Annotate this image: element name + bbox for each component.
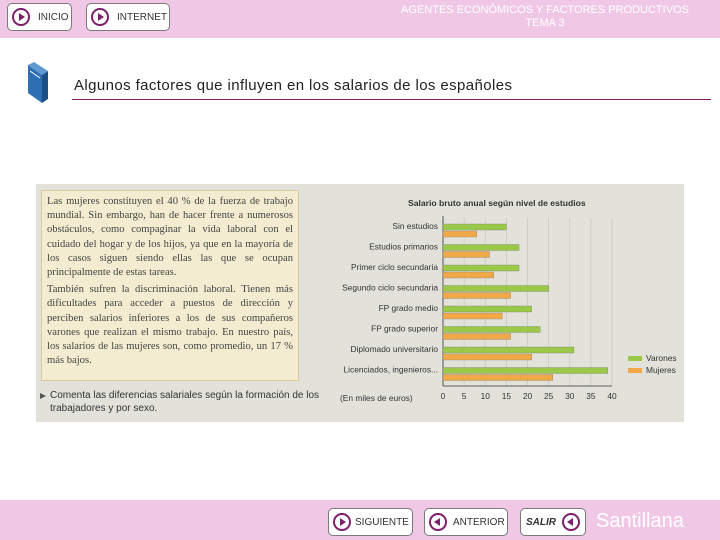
legend-label: Mujeres [646,365,676,375]
header-title: AGENTES ECONÓMICOS Y FACTORES PRODUCTIVO… [370,4,720,30]
brand-logo: Santillana [596,510,684,532]
category-label: FP grado superior [371,324,438,334]
bar-mujeres [442,271,494,279]
x-axis-label: (En miles de euros) [340,393,413,403]
text-paragraph: Las mujeres constituyen el 40 % de la fu… [47,196,293,279]
siguiente-label: SIGUIENTE [355,516,409,528]
bar-varones [442,326,541,333]
chart-title: Salario bruto anual según nivel de estud… [408,198,586,208]
bar-mujeres [442,292,511,299]
salary-chart: Salario bruto anual según nivel de estud… [340,198,677,403]
exercise-text: Comenta las diferencias salariales según… [50,390,320,414]
category-label: Diplomado universitario [350,344,438,354]
category-label: Sin estudios [392,221,438,231]
category-label: Licenciados, ingenieros... [343,365,438,375]
x-tick-label: 0 [441,391,446,401]
internet-button[interactable]: INTERNET [86,3,170,31]
bar-varones [442,346,575,354]
bar-varones [442,244,520,251]
info-text-box: Las mujeres constituyen el 40 % de la fu… [41,190,299,381]
anterior-button[interactable]: ANTERIOR [424,508,508,536]
x-tick-label: 15 [502,391,512,401]
inicio-button[interactable]: INICIO [7,3,72,31]
bar-varones [442,367,608,374]
x-tick-label: 5 [462,391,467,401]
salir-label: SALIR [526,516,556,528]
header-title-line2: TEMA 3 [525,17,565,29]
bar-varones [442,264,520,272]
x-tick-label: 30 [565,391,575,401]
bar-mujeres [442,230,477,238]
bar-mujeres [442,353,532,361]
bar-mujeres [442,312,503,320]
x-tick-label: 20 [523,391,533,401]
category-label: Estudios primarios [369,242,438,252]
page-title: Algunos factores que influyen en los sal… [74,77,513,94]
category-label: FP grado medio [379,303,439,313]
bar-mujeres [442,333,511,340]
category-label: Primer ciclo secundaria [351,262,438,272]
x-tick-label: 35 [586,391,596,401]
bar-varones [442,285,549,292]
x-tick-label: 10 [481,391,491,401]
inicio-label: INICIO [38,11,69,23]
legend-label: Varones [646,353,677,363]
bar-mujeres [442,374,553,381]
play-right-icon [91,8,109,26]
legend-swatch [628,356,642,361]
header-title-line1: AGENTES ECONÓMICOS Y FACTORES PRODUCTIVO… [401,4,689,16]
play-right-icon [12,8,30,26]
title-divider [72,99,711,100]
internet-label: INTERNET [117,11,167,23]
bar-varones [442,223,507,231]
bar-varones [442,305,532,313]
x-tick-label: 40 [607,391,617,401]
book-icon [28,62,48,103]
siguiente-button[interactable]: SIGUIENTE [328,508,413,536]
anterior-label: ANTERIOR [453,516,505,528]
exercise-prompt: Comenta las diferencias salariales según… [40,390,320,415]
x-tick-label: 25 [544,391,554,401]
play-right-icon [333,513,351,531]
salir-button[interactable]: SALIR [520,508,586,536]
bar-mujeres [442,251,490,258]
legend-swatch [628,368,642,373]
close-icon [562,513,580,531]
text-paragraph: También sufren la discriminación laboral… [47,284,293,367]
category-label: Segundo ciclo secundaria [342,283,438,293]
arrow-right-icon [40,393,46,399]
play-left-icon [429,513,447,531]
